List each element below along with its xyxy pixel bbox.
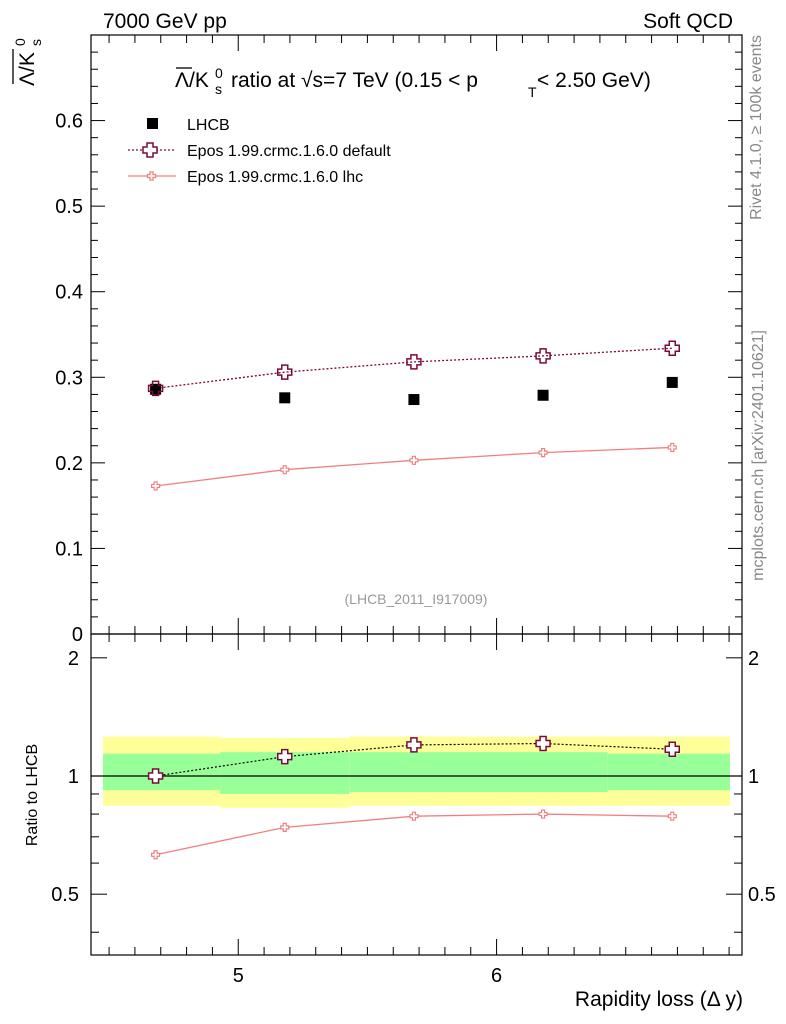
ylabel-sup: 0	[12, 38, 28, 46]
main-ytick-label: 0.6	[55, 111, 83, 133]
ratio-point-default	[277, 748, 293, 765]
series-line-lhc	[155, 446, 673, 487]
ratio-point-lhc	[150, 850, 161, 860]
mcplots-label: mcplots.cern.ch [arXiv:2401.10621]	[750, 330, 767, 581]
legend-label-default: Epos 1.99.crmc.1.6.0 default	[187, 143, 391, 160]
main-xticks	[108, 35, 730, 634]
title-tail: < 2.50 GeV)	[537, 69, 651, 92]
legend-marker-lhcb	[147, 118, 158, 129]
ratio-yticks: 0.5 0.5 1 1 2 2	[51, 648, 776, 933]
ratio-ytick-label-right: 2	[748, 648, 759, 670]
data-point-default	[535, 348, 551, 364]
data-point-default	[147, 380, 164, 397]
ratio-band-inner	[103, 753, 221, 791]
main-series	[147, 340, 680, 491]
ylabel-sub: s	[28, 39, 44, 46]
data-point-lhcb	[408, 394, 420, 406]
analysis-id: (LHCB_2011_I917009)	[345, 591, 488, 607]
ratio-ytick-label-right: 1	[748, 766, 759, 788]
title-lambda: Λ/K	[175, 69, 209, 92]
data-point-default	[406, 354, 422, 370]
ratio-band-inner	[607, 753, 730, 791]
ratio-point-lhc	[409, 811, 419, 821]
title-k-sup: 0	[215, 65, 223, 81]
main-yticks: 0 0.1 0.2 0.3 0.4 0.5 0.6	[55, 51, 742, 646]
title-main: ratio at √s=7 TeV (0.15 < p	[231, 69, 478, 92]
main-ytick-label: 0	[72, 624, 83, 646]
ratio-ytick-label: 0.5	[51, 884, 79, 906]
data-point-lhcb	[279, 392, 291, 404]
header-right: Soft QCD	[643, 10, 733, 33]
series-line-default	[155, 347, 673, 390]
main-y-axis-label: Λ/K 0 s	[12, 38, 44, 86]
title-k-sub: s	[215, 81, 222, 97]
data-point-lhcb	[537, 389, 549, 401]
legend-marker-default	[142, 142, 158, 158]
ratio-point-default	[147, 768, 164, 784]
ratio-plot-frame	[90, 633, 743, 956]
legend-label-lhcb: LHCB	[187, 117, 230, 134]
data-point-lhc	[150, 481, 161, 491]
main-ytick-label: 0.3	[55, 367, 83, 389]
data-point-default	[664, 340, 680, 356]
data-point-lhc	[409, 455, 419, 465]
ratio-bands	[103, 736, 730, 808]
ratio-xtick-label: 5	[233, 965, 244, 987]
ratio-band-inner	[478, 752, 608, 793]
ratio-ytick-label: 2	[68, 648, 79, 670]
ratio-band-inner	[349, 752, 479, 793]
main-ytick-label: 0.2	[55, 453, 83, 475]
ratio-point-lhc	[538, 809, 548, 819]
legend-label-lhc: Epos 1.99.crmc.1.6.0 lhc	[187, 169, 363, 186]
data-point-lhc	[280, 465, 290, 475]
data-point-lhcb	[150, 383, 162, 395]
main-ytick-label: 0.4	[55, 282, 83, 304]
header-left: 7000 GeV pp	[103, 10, 227, 33]
data-point-lhc	[538, 447, 548, 458]
ratio-y-axis-label: Ratio to LHCB	[24, 744, 41, 846]
data-point-lhc	[667, 442, 677, 453]
ylabel-main: Λ/K	[16, 52, 39, 86]
ratio-ytick-label: 1	[68, 766, 79, 788]
plot-title: Λ/K 0 s ratio at √s=7 TeV (0.15 < p T < …	[175, 65, 651, 100]
ratio-ytick-label-right: 0.5	[748, 884, 776, 906]
ratio-point-lhc	[667, 811, 677, 821]
ratio-point-lhc	[280, 822, 290, 832]
ratio-point-default	[535, 735, 551, 752]
x-axis-label: Rapidity loss (Δ y)	[575, 988, 743, 1011]
ratio-xtick-label: 6	[491, 965, 502, 987]
data-point-lhcb	[666, 376, 678, 388]
legend-marker-lhc	[146, 171, 157, 181]
ratio-series	[147, 735, 680, 860]
main-ytick-label: 0.5	[55, 196, 83, 218]
ratio-point-default	[406, 737, 422, 753]
main-ytick-label: 0.1	[55, 538, 83, 560]
title-sub: T	[528, 84, 537, 100]
rivet-label: Rivet 4.1.0, ≥ 100k events	[748, 35, 765, 220]
ratio-point-default	[664, 741, 680, 757]
legend: LHCB Epos 1.99.crmc.1.6.0 default Epos 1…	[128, 117, 391, 186]
data-point-default	[277, 364, 293, 380]
